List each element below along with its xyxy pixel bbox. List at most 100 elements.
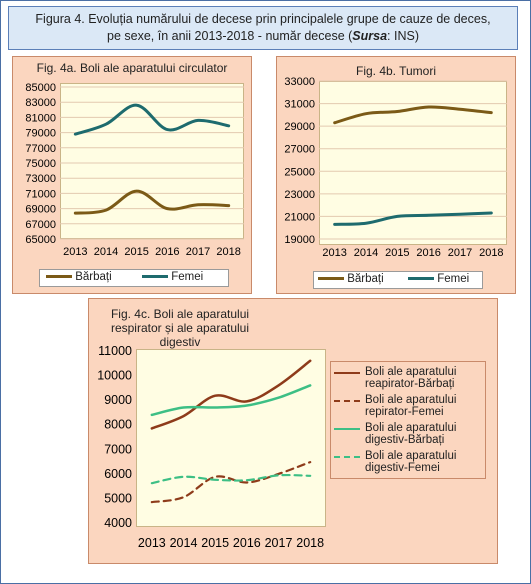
chart-4c-legend-item-dig-femei: Boli ale aparatului digestiv-Femei [331, 450, 487, 474]
x-tick-label: 2015 [201, 536, 229, 550]
series-line-4 [150, 473, 312, 485]
y-tick-label: 7000 [104, 442, 132, 456]
legend-line-swatch [318, 277, 344, 281]
y-tick-label: 19000 [284, 234, 315, 246]
y-tick-label: 67000 [25, 219, 56, 231]
legend-label-line: Boli ale aparatului [365, 394, 457, 406]
y-tick-label: 81000 [25, 112, 56, 124]
figure-title-line2-b: : INS) [387, 29, 419, 43]
x-tick-label: 2018 [216, 246, 240, 258]
y-tick-label: 83000 [25, 97, 56, 109]
y-tick-label: 11000 [98, 344, 132, 358]
y-tick-label: 10000 [97, 369, 132, 383]
y-tick-label: 77000 [25, 143, 56, 155]
y-tick-label: 25000 [284, 166, 315, 178]
chart-4a-svg: 85000 83000 81000 79000 77000 75000 73000 71000… [25, 82, 244, 258]
chart-4c-legend-item-resp-barbati: Boli ale aparatului reapirator-Bărbați [331, 366, 487, 390]
chart-4c-legend-item-dig-barbati: Boli ale aparatului digestiv-Bărbați [331, 422, 487, 446]
chart-4a-legend: Bărbați Femei [39, 269, 229, 287]
chart-4b-legend-item-femei: Femei [408, 273, 469, 285]
x-tick-label: 2018 [479, 247, 503, 259]
figure-title-source-label: Sursa [352, 29, 388, 43]
x-tick-label: 2018 [296, 536, 324, 550]
y-tick-label: 8000 [104, 418, 132, 432]
legend-label-line: digestiv-Bărbați [365, 434, 445, 446]
chart-4c-panel: Fig. 4c. Boli ale aparatului respirator … [88, 298, 498, 564]
series-line-1 [150, 359, 312, 430]
x-tick-label: 2016 [155, 246, 179, 258]
x-tick-label: 2014 [354, 247, 378, 259]
chart-4a-panel: Fig. 4a. Boli ale aparatului circulator … [12, 56, 252, 294]
chart-4c-title-line: Fig. 4c. Boli ale aparatului [110, 307, 250, 321]
x-tick-label: 2014 [94, 246, 118, 258]
x-tick-label: 2015 [385, 247, 409, 259]
legend-label-line: reapirator-Bărbați [365, 378, 455, 390]
y-tick-label: 33000 [284, 76, 315, 88]
chart-4c-legend-item-resp-femei: Boli ale aparatului repirator-Femei [331, 394, 487, 418]
chart-4b-legend-label-barbati: Bărbați [347, 273, 384, 285]
chart-4b-legend-label-femei: Femei [437, 273, 470, 285]
figure-title-line2: pe sexe, în anii 2013-2018 - număr deces… [9, 28, 517, 45]
legend-dash-swatch [334, 456, 360, 458]
y-tick-label: 71000 [25, 188, 56, 200]
legend-line-swatch [46, 275, 72, 279]
x-tick-label: 2013 [322, 247, 346, 259]
legend-label-line: repirator-Femei [365, 406, 444, 418]
y-tick-label: 6000 [104, 467, 132, 481]
y-tick-label: 21000 [284, 211, 315, 223]
series-line-1 [73, 189, 231, 215]
y-tick-label: 65000 [25, 234, 56, 246]
chart-4c-title-line: respirator și ale aparatului [110, 321, 250, 335]
y-tick-label: 31000 [284, 99, 315, 111]
legend-line-swatch [408, 277, 434, 281]
chart-4c-svg: 11000 10000 9000 8000 7000 6000 5000 4000 2013 20… [97, 344, 324, 550]
figure-title-line1: Figura 4. Evoluția numărului de decese p… [35, 12, 491, 26]
y-tick-label: 75000 [25, 158, 56, 170]
chart-4c-title: Fig. 4c. Boli ale aparatului respirator … [89, 307, 271, 349]
y-tick-label: 27000 [284, 144, 315, 156]
legend-label-line: digestiv-Femei [365, 462, 440, 474]
y-tick-label: 69000 [25, 204, 56, 216]
chart-4b-svg: 33000 31000 29000 27000 25000 23000 21000 19000… [284, 76, 507, 259]
legend-line-swatch [334, 372, 360, 374]
chart-4b-panel: Fig. 4b. Tumori 33000 31000 29000 27000 2500… [276, 56, 516, 294]
x-tick-label: 2016 [233, 536, 261, 550]
legend-label-line: Boli ale aparatului [365, 422, 457, 434]
y-tick-label: 4000 [104, 516, 132, 530]
chart-4c-legend: Boli ale aparatului reapirator-Bărbați Bo… [330, 361, 486, 479]
chart-4a-legend-item-barbati: Bărbați [46, 271, 112, 283]
chart-4a-legend-item-femei: Femei [142, 271, 203, 283]
figure-title-line2-a: pe sexe, în anii 2013-2018 - număr deces… [107, 29, 353, 43]
chart-4a-legend-label-femei: Femei [171, 271, 204, 283]
x-tick-label: 2016 [416, 247, 440, 259]
figure-title: Figura 4. Evoluția numărului de decese p… [8, 6, 518, 50]
y-tick-label: 73000 [25, 173, 56, 185]
legend-dash-swatch [334, 400, 360, 402]
series-line-2 [150, 461, 312, 504]
x-tick-label: 2015 [124, 246, 148, 258]
y-tick-label: 85000 [25, 82, 56, 94]
legend-label-line: Boli ale aparatului [365, 450, 457, 462]
x-tick-label: 2017 [186, 246, 210, 258]
x-tick-label: 2017 [265, 536, 293, 550]
legend-line-swatch [334, 428, 360, 430]
chart-4a-legend-label-barbati: Bărbați [75, 271, 112, 283]
legend-line-swatch [142, 275, 168, 279]
y-tick-label: 5000 [104, 491, 132, 505]
chart-4a-title: Fig. 4a. Boli ale aparatului circulator [36, 61, 228, 75]
x-tick-label: 2013 [63, 246, 87, 258]
chart-4c-plot-area [136, 349, 326, 527]
y-tick-label: 29000 [284, 121, 315, 133]
y-tick-label: 23000 [284, 189, 315, 201]
y-tick-label: 9000 [104, 393, 132, 407]
series-line-2 [333, 211, 493, 226]
series-line-3 [150, 384, 312, 417]
x-tick-label: 2014 [170, 536, 198, 550]
x-tick-label: 2013 [138, 536, 166, 550]
chart-4b-legend-item-barbati: Bărbați [318, 273, 384, 285]
chart-4c-title-line: digestiv [159, 335, 201, 349]
chart-4b-title: Fig. 4b. Tumori [355, 64, 437, 78]
chart-4b-legend: Bărbați Femei [313, 271, 483, 289]
series-line-1 [333, 105, 493, 125]
series-line-2 [73, 103, 231, 136]
